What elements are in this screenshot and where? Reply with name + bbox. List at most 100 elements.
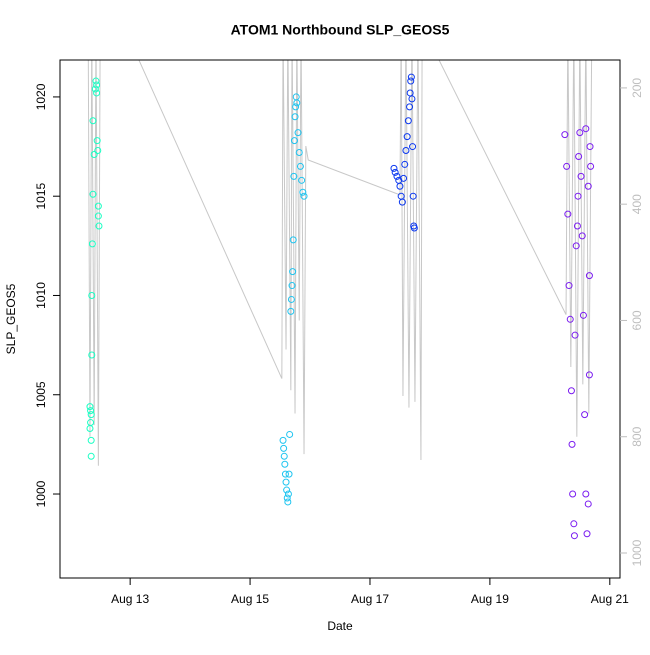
point xyxy=(89,190,97,198)
x-tick-label: Aug 21 xyxy=(591,592,629,606)
point xyxy=(289,268,297,276)
point xyxy=(87,419,95,427)
point xyxy=(576,129,584,137)
point xyxy=(300,192,308,200)
point xyxy=(88,351,96,359)
point xyxy=(575,152,583,160)
y-tick-label: 1015 xyxy=(34,183,48,210)
y2-tick-label: 800 xyxy=(630,426,644,446)
point xyxy=(585,272,593,280)
point xyxy=(281,470,289,478)
point xyxy=(584,500,592,508)
point xyxy=(290,137,298,145)
point xyxy=(390,164,398,172)
x-axis-label: Date xyxy=(327,619,353,633)
point xyxy=(92,77,100,85)
point xyxy=(586,143,594,151)
point xyxy=(397,192,405,200)
point xyxy=(298,176,306,184)
point xyxy=(409,192,417,200)
point xyxy=(87,407,95,415)
plot-area xyxy=(86,60,595,540)
point xyxy=(407,77,415,85)
chart-title: ATOM1 Northbound SLP_GEOS5 xyxy=(231,22,450,38)
point xyxy=(406,103,414,111)
point xyxy=(572,242,580,250)
y-tick-label: 1000 xyxy=(34,480,48,507)
point xyxy=(283,494,291,502)
x-tick-label: Aug 17 xyxy=(351,592,389,606)
point xyxy=(280,444,288,452)
point xyxy=(567,387,575,395)
point xyxy=(401,160,409,168)
point xyxy=(570,520,578,528)
y-tick-label: 1020 xyxy=(34,83,48,110)
y-axis-label: SLP_GEOS5 xyxy=(4,283,18,354)
point xyxy=(285,470,293,478)
point xyxy=(583,530,591,538)
point xyxy=(94,147,102,155)
y-tick-label: 1010 xyxy=(34,282,48,309)
point xyxy=(87,411,95,419)
point xyxy=(398,198,406,206)
y-tick-label: 1005 xyxy=(34,381,48,408)
point xyxy=(94,202,102,210)
point xyxy=(292,103,300,111)
point xyxy=(573,222,581,230)
point xyxy=(563,162,571,170)
point xyxy=(391,168,399,176)
point xyxy=(393,172,401,180)
point xyxy=(568,440,576,448)
x-tick-label: Aug 19 xyxy=(471,592,509,606)
point xyxy=(581,411,589,419)
point xyxy=(291,113,299,121)
point xyxy=(86,424,94,432)
altitude-line xyxy=(87,60,593,466)
point xyxy=(283,486,291,494)
point xyxy=(582,125,590,133)
x-tick-label: Aug 13 xyxy=(111,592,149,606)
y2-tick-label: 200 xyxy=(630,78,644,98)
point xyxy=(561,131,569,139)
point xyxy=(584,182,592,190)
point xyxy=(93,137,101,145)
point xyxy=(564,210,572,218)
point xyxy=(293,99,301,107)
point xyxy=(402,147,410,155)
point xyxy=(579,311,587,319)
point xyxy=(396,182,404,190)
point xyxy=(287,307,295,315)
point xyxy=(288,282,296,290)
plot-frame xyxy=(59,59,621,579)
point xyxy=(280,452,288,460)
point xyxy=(95,222,103,230)
point xyxy=(88,291,96,299)
point xyxy=(587,162,595,170)
point xyxy=(91,85,99,93)
point xyxy=(287,295,295,303)
point xyxy=(577,172,585,180)
point xyxy=(299,188,307,196)
point xyxy=(93,81,101,89)
point xyxy=(88,240,96,248)
point xyxy=(290,172,298,180)
point xyxy=(286,430,294,438)
point xyxy=(281,460,289,468)
point xyxy=(279,436,287,444)
point xyxy=(404,117,412,125)
point xyxy=(410,224,418,232)
point xyxy=(294,129,302,137)
point xyxy=(282,478,290,486)
point xyxy=(93,89,101,97)
point xyxy=(295,149,303,157)
point xyxy=(94,212,102,220)
point xyxy=(296,162,304,170)
point xyxy=(566,315,574,323)
point xyxy=(582,490,590,498)
point xyxy=(403,133,411,141)
point xyxy=(87,452,95,460)
point xyxy=(284,498,292,506)
point xyxy=(585,371,593,379)
y2-tick-label: 600 xyxy=(630,310,644,330)
